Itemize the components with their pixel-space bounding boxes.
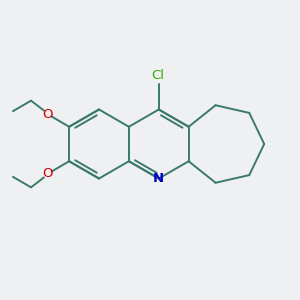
- Text: Cl: Cl: [151, 69, 164, 82]
- Text: N: N: [153, 172, 164, 185]
- Text: O: O: [42, 108, 53, 121]
- Text: O: O: [42, 167, 53, 180]
